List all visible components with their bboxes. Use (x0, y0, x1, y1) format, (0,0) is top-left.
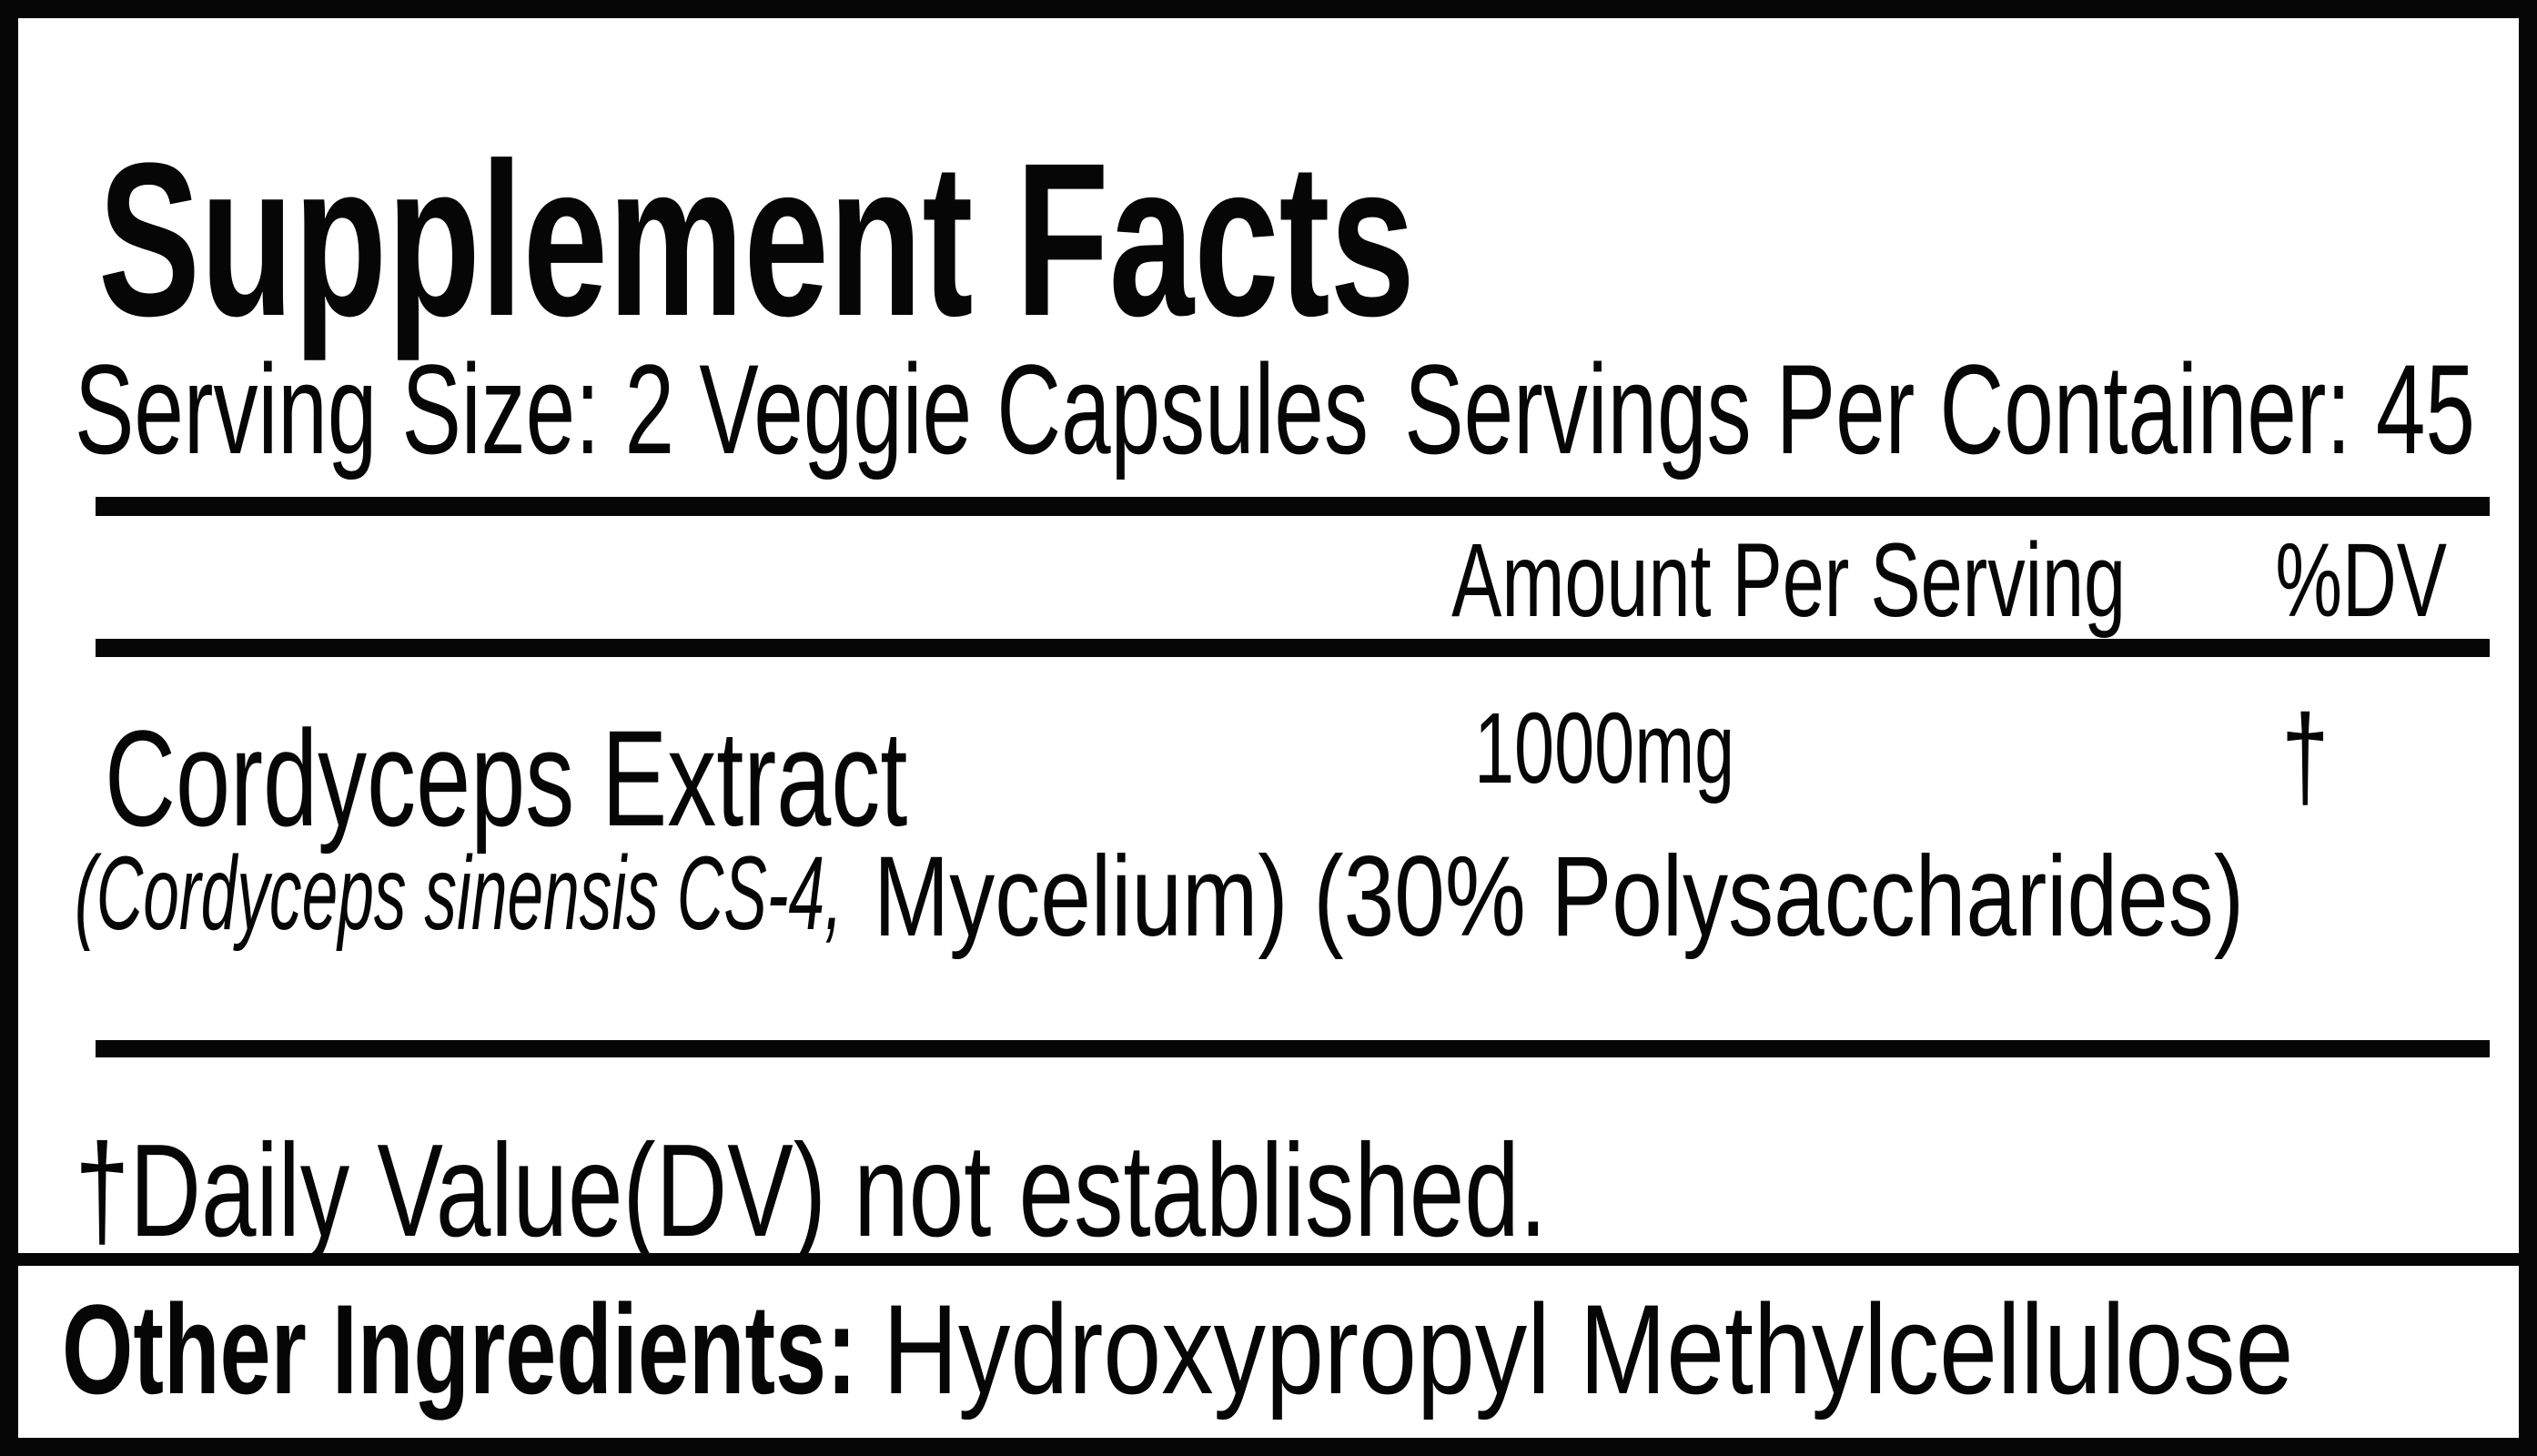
daily-value-footnote: †Daily Value(DV) not established. (75, 1117, 1547, 1264)
amount-per-serving-header: Amount Per Serving (1451, 522, 2126, 639)
serving-size-text: Serving Size: 2 Veggie Capsules (75, 338, 1369, 480)
servings-per-container-text: Servings Per Container: 45 (1404, 338, 2475, 480)
other-ingredients-label: Other Ingredients: (62, 1278, 857, 1421)
section-divider (18, 1253, 2519, 1266)
ingredient-detail: Mycelium) (30% Polysaccharides) (874, 834, 2245, 960)
top-rule (96, 497, 2490, 516)
bottom-rule (96, 1040, 2490, 1057)
ingredient-botanical-name: (Cordyceps sinensis CS-4, (75, 835, 844, 952)
dagger-symbol: † (2280, 690, 2329, 823)
header-rule (96, 639, 2490, 657)
ingredient-amount: 1000mg (1474, 693, 1735, 804)
ingredient-name: Cordyceps Extract (105, 702, 908, 854)
panel-title: Supplement Facts (98, 117, 1415, 361)
other-ingredients-value: Hydroxypropyl Methylcellulose (883, 1278, 2294, 1421)
percent-dv-header: %DV (2275, 522, 2447, 639)
